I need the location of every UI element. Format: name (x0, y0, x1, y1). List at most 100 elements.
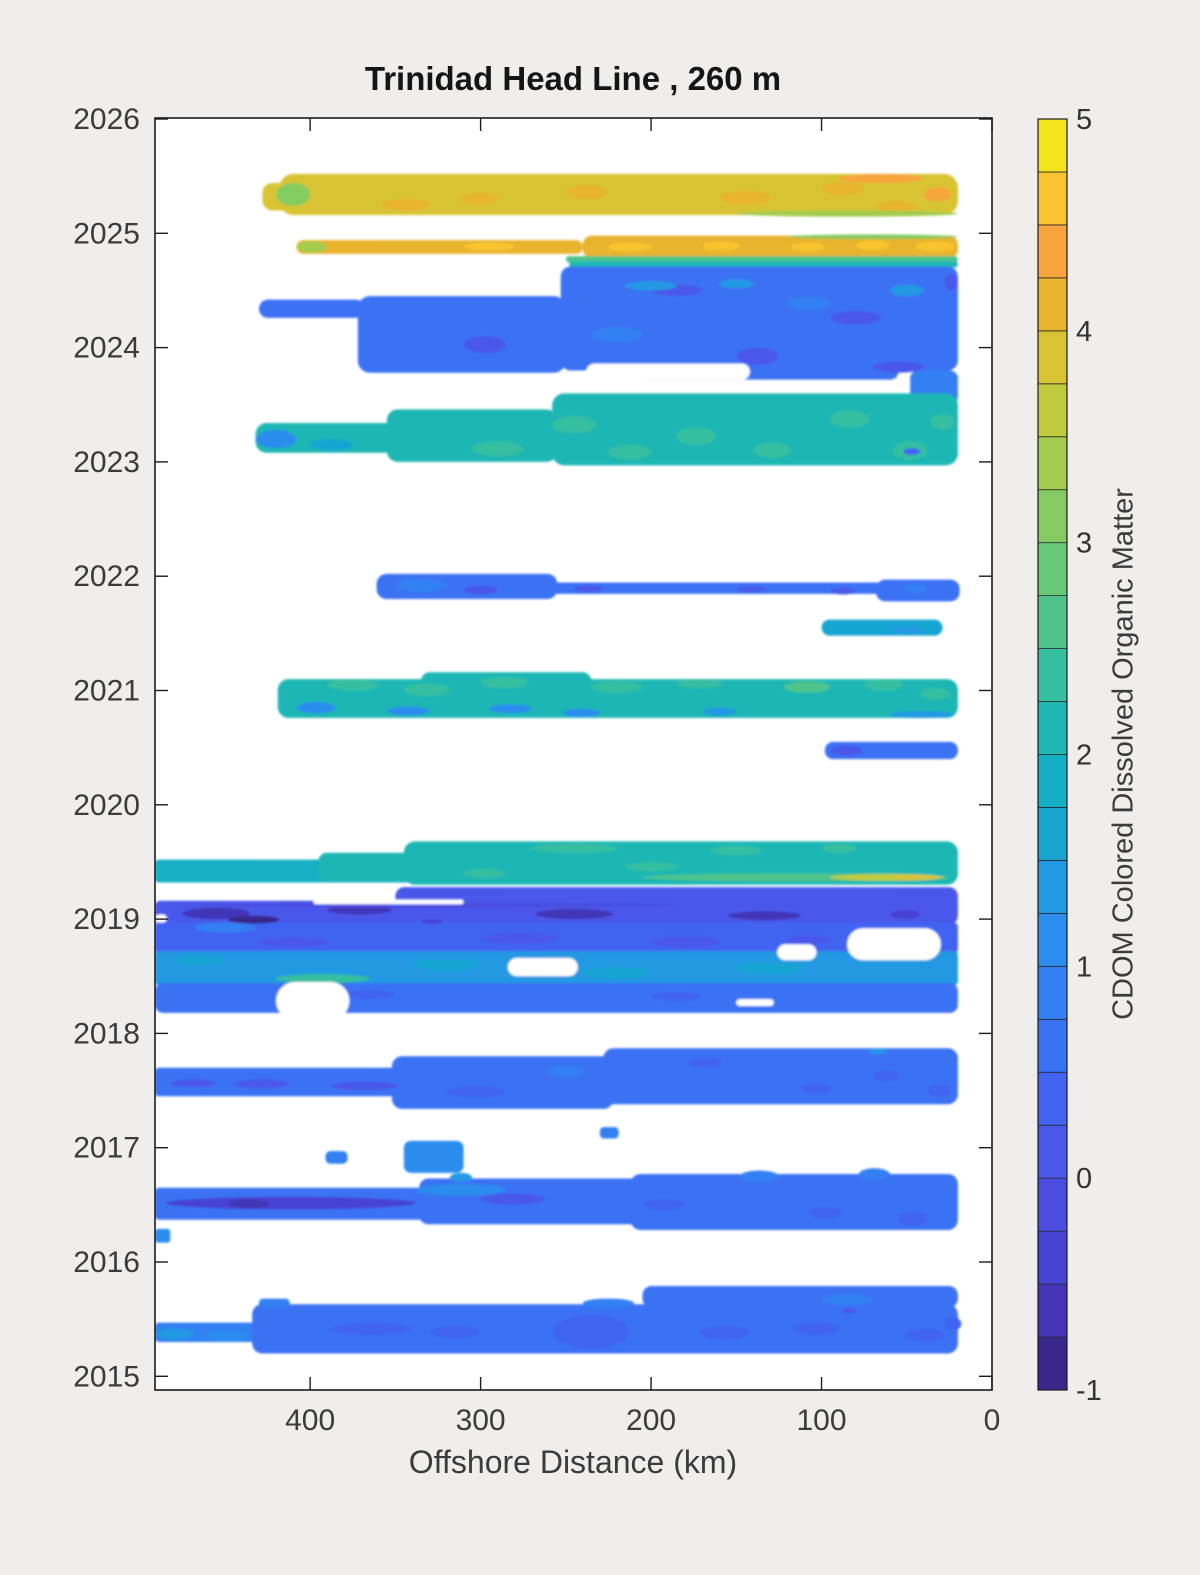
band-hole (507, 957, 578, 977)
colorbar-cell (1037, 595, 1068, 649)
band-part (565, 256, 958, 263)
band-blob (296, 241, 328, 253)
band-blob (923, 187, 952, 202)
band-blob (736, 586, 767, 593)
x-tick-label: 0 (984, 1404, 1001, 1437)
band-blob (276, 183, 311, 206)
band-blob (553, 1314, 629, 1349)
band-part (821, 619, 943, 636)
band-blob (903, 584, 928, 594)
colorbar-cell (1037, 1177, 1068, 1232)
band (325, 1127, 619, 1173)
band-blob (170, 1079, 217, 1088)
band-blob (463, 585, 498, 595)
band-part (318, 852, 421, 882)
band-blob (889, 711, 955, 718)
band-blob (906, 1328, 945, 1343)
band-blob (736, 347, 779, 365)
colorbar-cell (1037, 1018, 1068, 1073)
band-blob (872, 1069, 899, 1082)
band-blob (698, 1326, 750, 1340)
band-hole (313, 899, 464, 905)
band-blob (463, 868, 507, 878)
band-blob (565, 185, 609, 200)
band-hole (276, 981, 350, 1020)
band-blob (787, 296, 831, 310)
band-blob (608, 444, 652, 460)
colorbar-cell (1037, 171, 1068, 226)
band-blob (204, 1330, 249, 1343)
x-tick-label: 100 (797, 1404, 847, 1437)
band-blob (787, 935, 831, 945)
band-part (630, 1173, 958, 1230)
band-part (395, 887, 958, 925)
colorbar-cell (1037, 1124, 1068, 1179)
band-blob (830, 745, 863, 756)
y-tick-label: 2025 (73, 217, 140, 250)
band-blob (395, 578, 447, 593)
band-part (255, 423, 404, 453)
band-hole (777, 944, 817, 961)
band-part (545, 582, 890, 594)
colorbar-tick-label: 1 (1076, 951, 1092, 983)
band-blob (736, 210, 958, 217)
colorbar-cell (1037, 224, 1068, 279)
band-blob (449, 1172, 473, 1182)
band-blob (625, 861, 677, 872)
band-blob (651, 936, 720, 948)
colorbar-cell (1037, 965, 1068, 1020)
y-tick-label: 2020 (73, 789, 140, 822)
band-blob (821, 843, 856, 853)
colorbar-tick-label: 5 (1076, 104, 1092, 136)
band-blob (165, 1196, 416, 1210)
colorbar-cell (1037, 489, 1068, 544)
band-blob (591, 681, 643, 693)
band-blob (801, 1083, 831, 1094)
band-blob (784, 681, 831, 693)
band-blob (446, 1085, 507, 1098)
band-blob (807, 1207, 842, 1219)
band-blob (276, 973, 370, 984)
y-tick-label: 2019 (73, 903, 140, 936)
band-part (642, 1286, 958, 1308)
band-blob (381, 199, 430, 211)
band-blob (173, 955, 225, 965)
band (262, 173, 958, 217)
band-blob (821, 181, 865, 196)
band-blob (574, 585, 604, 593)
band (155, 887, 958, 1020)
band-blob (876, 201, 916, 213)
band-blob (327, 679, 379, 691)
band-blob (233, 1079, 290, 1089)
y-tick-label: 2015 (73, 1360, 140, 1393)
band (155, 841, 958, 885)
band-blob (296, 701, 336, 714)
band-blob (182, 907, 251, 920)
band-blob (944, 273, 958, 291)
band-blob (915, 241, 955, 252)
band-part (296, 240, 583, 254)
colorbar-tick-label: -1 (1076, 1375, 1102, 1407)
band-blob (702, 241, 740, 251)
band (376, 573, 960, 602)
band-blob (944, 1316, 962, 1331)
band-blob (792, 1321, 839, 1336)
band (821, 619, 943, 636)
band-part (155, 1228, 171, 1243)
colorbar-cell (1037, 701, 1068, 755)
colorbar-cell (1037, 436, 1068, 491)
band-blob (480, 1193, 546, 1205)
band-blob (255, 429, 297, 449)
band-blob (889, 909, 921, 920)
chart-title: Trinidad Head Line , 260 m (364, 60, 782, 97)
band (277, 672, 958, 718)
colorbar-tick-label: 2 (1076, 740, 1092, 772)
y-tick-label: 2024 (73, 332, 140, 365)
colorbar-cell (1037, 1283, 1068, 1338)
band (155, 1168, 958, 1230)
band-blob (736, 962, 805, 974)
band-blob (710, 845, 762, 856)
x-tick-label: 400 (285, 1404, 335, 1437)
